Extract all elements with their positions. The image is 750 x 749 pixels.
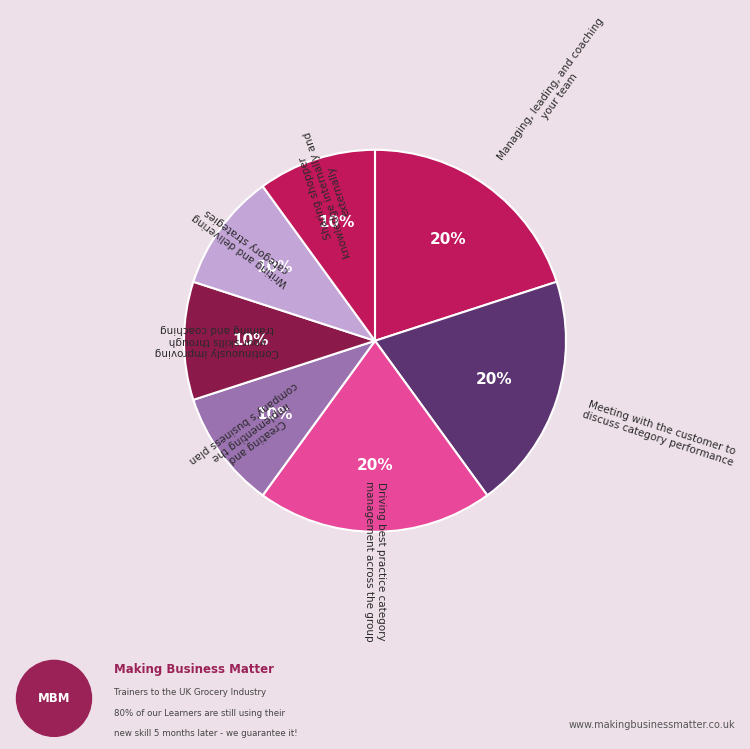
Text: Managing, leading, and coaching
your team: Managing, leading, and coaching your tea… <box>496 16 615 169</box>
Text: 20%: 20% <box>476 372 512 386</box>
Wedge shape <box>194 187 375 341</box>
Wedge shape <box>375 150 556 341</box>
Wedge shape <box>262 341 488 532</box>
Text: Writing and delivering
category strategies: Writing and delivering category strategi… <box>190 203 297 288</box>
Wedge shape <box>194 341 375 495</box>
Text: Driving best practice category
management across the group: Driving best practice category managemen… <box>364 481 386 641</box>
Text: 10%: 10% <box>232 333 268 348</box>
Text: 10%: 10% <box>318 215 355 230</box>
Wedge shape <box>262 150 375 341</box>
Text: new skill 5 months later - we guarantee it!: new skill 5 months later - we guarantee … <box>114 729 298 738</box>
Text: Meeting with the customer to
discuss category performance: Meeting with the customer to discuss cat… <box>581 398 738 468</box>
Wedge shape <box>375 282 566 495</box>
Text: MBM: MBM <box>38 692 70 705</box>
Text: www.makingbusinessmatter.co.uk: www.makingbusinessmatter.co.uk <box>568 720 735 730</box>
Text: 10%: 10% <box>256 407 292 422</box>
Ellipse shape <box>16 661 92 736</box>
Text: Trainers to the UK Grocery Industry: Trainers to the UK Grocery Industry <box>114 688 266 697</box>
Text: Making Business Matter: Making Business Matter <box>114 663 274 676</box>
Text: Continuously improving
your skills through
training and coaching: Continuously improving your skills throu… <box>154 324 279 357</box>
Text: 80% of our Learners are still using their: 80% of our Learners are still using thei… <box>114 709 285 718</box>
Text: Creating and
implementing the
company's business plan: Creating and implementing the company's … <box>187 380 313 484</box>
Text: Sharing shopper
knowledge internally and
externally: Sharing shopper knowledge internally and… <box>291 127 364 262</box>
Text: 20%: 20% <box>430 232 466 247</box>
Text: 10%: 10% <box>256 260 292 275</box>
Text: 20%: 20% <box>357 458 393 473</box>
Wedge shape <box>184 282 375 400</box>
